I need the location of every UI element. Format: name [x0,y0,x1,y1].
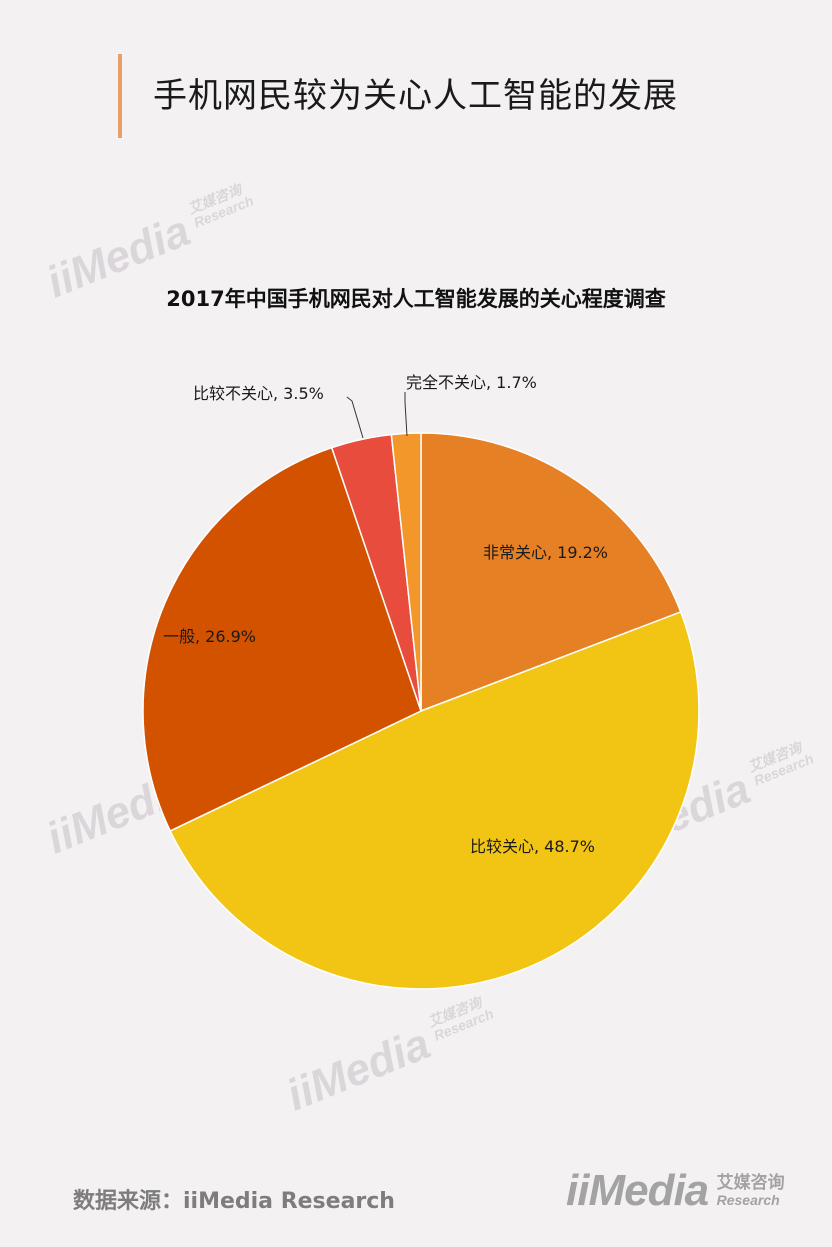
pie-slice-1 [169,610,700,990]
leader-line-3 [346,396,364,439]
slice-label-4: 完全不关心, 1.7% [406,373,537,392]
chart-title: 2017年中国手机网民对人工智能发展的关心程度调查 [166,287,666,311]
title-accent-bar [118,54,122,138]
logo-brand: iiMedia [566,1166,709,1215]
leader-line-4 [404,392,408,437]
data-source: 数据来源：iiMedia Research [73,1189,395,1214]
slice-label-1: 比较关心, 48.7% [470,837,595,856]
slice-label-2: 一般, 26.9% [163,627,256,646]
pie-slice-2 [142,446,422,832]
pie-chart: 非常关心, 19.2% 比较关心, 48.7% 一般, 26.9% 比较不关心, 3.… [142,373,700,990]
page-title: 手机网民较为关心人工智能的发展 [153,76,678,116]
pie-slice-0 [420,432,682,713]
slice-label-0: 非常关心, 19.2% [483,543,608,562]
brand-logo: iiMedia 艾媒咨询 Research [566,1166,785,1216]
pie-slice-4 [390,432,422,712]
slice-label-3: 比较不关心, 3.5% [193,384,324,403]
logo-cn: 艾媒咨询 [716,1173,785,1192]
logo-en: Research [716,1191,780,1208]
